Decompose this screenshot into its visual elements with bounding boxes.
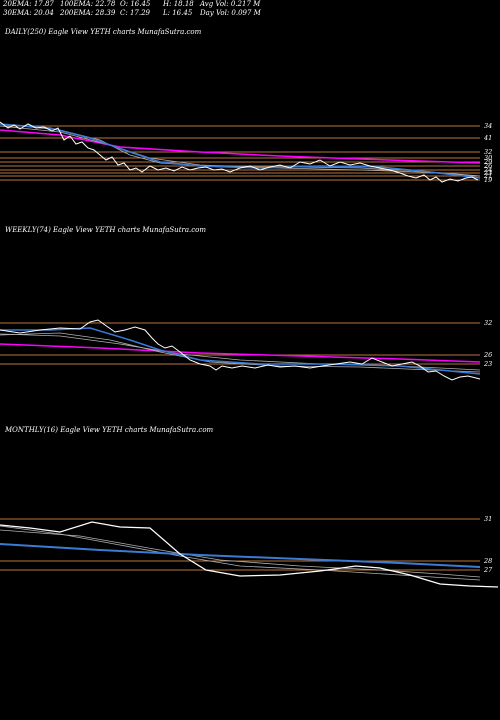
open-readout: O: 16.45 <box>120 0 151 8</box>
monthly-ema-blue-line <box>0 543 481 568</box>
y-tick-label: 26 <box>483 351 492 359</box>
avg-vol-readout: Avg Vol: 0.217 M <box>200 0 261 8</box>
y-tick-label: 28 <box>483 557 492 565</box>
y-tick-label: 23 <box>483 169 492 177</box>
y-tick-label: 23 <box>483 360 492 368</box>
daily-ema-gray-line <box>0 125 481 177</box>
high-readout: H: 18.18 <box>163 0 194 8</box>
y-tick-label: 30 <box>484 154 492 162</box>
low-readout: L: 16.45 <box>163 9 193 17</box>
y-tick-label: 32 <box>484 148 492 156</box>
daily-ema-magenta-line <box>0 129 481 164</box>
y-tick-label: 24 <box>483 166 492 174</box>
daily-price-line <box>0 121 479 183</box>
y-tick-label: 41 <box>483 134 492 142</box>
day-vol-readout: Day Vol: 0.097 M <box>200 9 261 17</box>
daily-chart-title: DAILY(250) Eagle View YETH charts Munafa… <box>5 28 202 36</box>
monthly-ema-gray-line <box>0 525 481 581</box>
monthly-ema-gray-line <box>0 529 481 578</box>
weekly-ema-magenta-line <box>0 343 481 363</box>
weekly-chart-title: WEEKLY(74) Eagle View YETH charts Munafa… <box>5 226 207 234</box>
ema20-readout: 20EMA: 17.87 <box>3 0 54 8</box>
monthly-price-line <box>0 521 499 588</box>
y-tick-label: 26 <box>483 162 492 170</box>
y-tick-label: 31 <box>484 515 492 523</box>
y-tick-label: 34 <box>484 122 492 130</box>
y-tick-label: 19 <box>484 176 492 184</box>
y-tick-label: 27 <box>483 566 493 574</box>
close-readout: C: 17.29 <box>120 9 150 17</box>
weekly-ema-gray-line <box>0 332 481 373</box>
daily-ema-blue-line <box>0 123 481 179</box>
monthly-chart-title: MONTHLY(16) Eagle View YETH charts Munaf… <box>5 426 214 434</box>
y-tick-label: 32 <box>484 319 492 327</box>
weekly-price-line <box>0 319 481 381</box>
ema100-readout: 100EMA: 22.78 <box>60 0 116 8</box>
y-tick-label: 29 <box>483 158 492 166</box>
weekly-ema-gray-line <box>0 333 481 371</box>
ema30-readout: 30EMA: 20.04 <box>3 9 54 17</box>
y-tick-label: 21 <box>483 172 492 180</box>
ema200-readout: 200EMA: 28.39 <box>60 9 116 17</box>
